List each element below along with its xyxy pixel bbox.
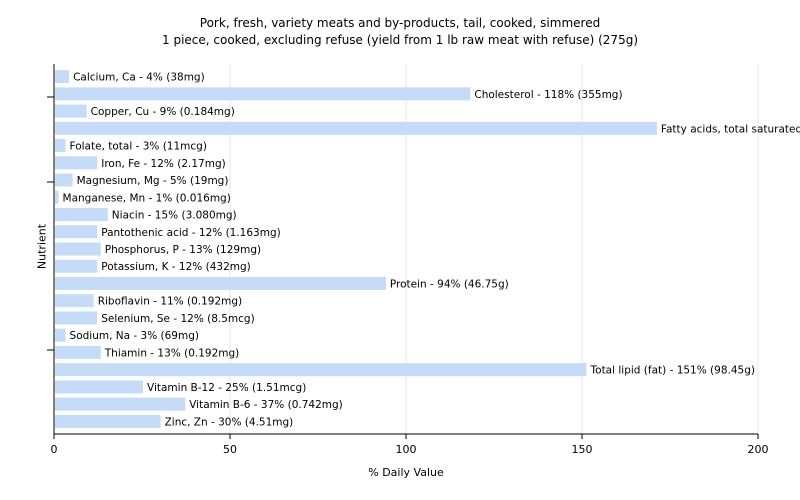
- bar-0: [55, 70, 70, 84]
- bar-8: [55, 208, 108, 222]
- bar-label-18: Vitamin B-12 - 25% (1.51mcg): [147, 382, 306, 394]
- x-tick-label-0: 0: [51, 443, 58, 456]
- bar-label-19: Vitamin B-6 - 37% (0.742mg): [189, 399, 343, 411]
- bar-1: [55, 87, 471, 101]
- bar-label-14: Selenium, Se - 12% (8.5mcg): [101, 313, 254, 325]
- chart-subtitle: 1 piece, cooked, excluding refuse (yield…: [162, 33, 638, 47]
- bar-3: [55, 121, 657, 135]
- chart-title: Pork, fresh, variety meats and by-produc…: [199, 16, 601, 30]
- bar-13: [55, 294, 94, 308]
- bar-6: [55, 173, 73, 187]
- bar-15: [55, 328, 66, 342]
- bar-14: [55, 311, 98, 325]
- bar-label-8: Niacin - 15% (3.080mg): [112, 210, 237, 222]
- bar-label-11: Potassium, K - 12% (432mg): [101, 261, 251, 273]
- bar-16: [55, 345, 101, 359]
- bar-label-7: Manganese, Mn - 1% (0.016mg): [63, 192, 231, 204]
- bar-17: [55, 363, 587, 377]
- bar-label-5: Iron, Fe - 12% (2.17mg): [101, 158, 225, 170]
- bar-7: [55, 190, 59, 204]
- x-tick-label-4: 200: [748, 443, 769, 456]
- bar-label-13: Riboflavin - 11% (0.192mg): [98, 296, 242, 308]
- bar-label-16: Thiamin - 13% (0.192mg): [104, 347, 240, 359]
- bar-label-1: Cholesterol - 118% (355mg): [474, 89, 622, 101]
- bar-18: [55, 380, 143, 394]
- bar-4: [55, 139, 66, 153]
- x-axis-label: % Daily Value: [368, 466, 444, 479]
- bar-label-15: Sodium, Na - 3% (69mg): [70, 330, 199, 342]
- y-axis-label: Nutrient: [35, 223, 49, 270]
- bar-label-4: Folate, total - 3% (11mcg): [70, 141, 207, 153]
- bar-label-2: Copper, Cu - 9% (0.184mg): [91, 106, 235, 118]
- bar-label-12: Protein - 94% (46.75g): [390, 278, 509, 290]
- bar-label-9: Pantothenic acid - 12% (1.163mg): [101, 227, 280, 239]
- x-tick-label-1: 50: [223, 443, 237, 456]
- x-tick-label-3: 150: [572, 443, 593, 456]
- bar-5: [55, 156, 98, 170]
- bar-10: [55, 242, 101, 256]
- bar-9: [55, 225, 98, 239]
- bar-label-10: Phosphorus, P - 13% (129mg): [105, 244, 261, 256]
- bar-2: [55, 104, 87, 118]
- bar-label-20: Zinc, Zn - 30% (4.51mg): [165, 416, 294, 428]
- bar-12: [55, 276, 386, 290]
- bar-11: [55, 259, 98, 273]
- bar-label-17: Total lipid (fat) - 151% (98.45g): [590, 365, 755, 377]
- bar-label-3: Fatty acids, total saturated - 171% (34.…: [661, 123, 800, 135]
- bar-20: [55, 414, 161, 428]
- bar-label-0: Calcium, Ca - 4% (38mg): [73, 72, 205, 84]
- x-tick-label-2: 100: [396, 443, 417, 456]
- bar-19: [55, 397, 186, 411]
- bar-label-6: Magnesium, Mg - 5% (19mg): [77, 175, 229, 187]
